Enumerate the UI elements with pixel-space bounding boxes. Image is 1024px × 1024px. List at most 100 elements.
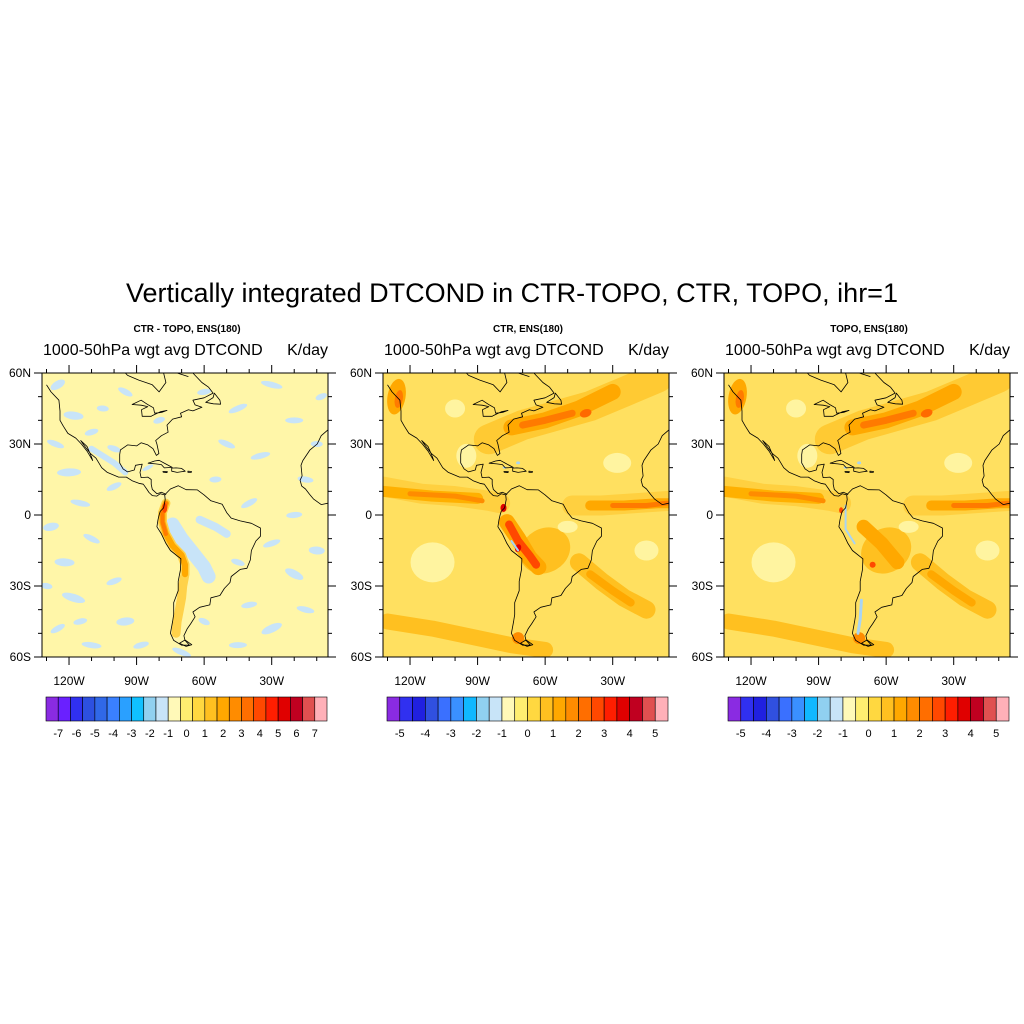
lat-tick-label: 0 [24, 508, 31, 522]
colorbar-label: 0 [865, 728, 871, 740]
colorbar-box [168, 697, 180, 721]
colorbar-box [400, 697, 413, 721]
lat-tick-label: 30N [350, 437, 372, 451]
colorbar-box [70, 697, 82, 721]
colorbar-label: 6 [293, 728, 299, 740]
lon-tick-label: 60W [192, 674, 217, 688]
lat-tick-label: 30N [691, 437, 713, 451]
colorbar-label: -5 [736, 728, 746, 740]
colorbar-label: 5 [652, 728, 658, 740]
colorbar-label: 2 [917, 728, 923, 740]
colorbar-box [438, 697, 451, 721]
colorbar-box [805, 697, 818, 721]
colorbar-box [205, 697, 217, 721]
colorbar-label: -3 [446, 728, 456, 740]
lon-tick-label: 60W [874, 674, 899, 688]
great-plains-dry [445, 400, 465, 418]
lat-tick-label: 60S [692, 650, 713, 664]
colorbar-label: 3 [942, 728, 948, 740]
colorbar-label: -7 [53, 728, 63, 740]
colorbar-box [46, 697, 58, 721]
colorbar-box [642, 697, 655, 721]
colorbar-label: 1 [891, 728, 897, 740]
colorbar-label: 1 [202, 728, 208, 740]
colorbar-box [180, 697, 192, 721]
map-panel-ctr: 60N 30N 0 30S 60S 120W 90W 60W 30W [350, 365, 677, 688]
subtropical-dry-pacific [752, 542, 796, 582]
colorbar-panel-1: -7 -6 -5 -4 -3 -2 -1 0 1 2 3 4 5 6 7 [46, 697, 327, 740]
atlantic-dry-south [634, 541, 658, 561]
colorbar-box [502, 697, 515, 721]
colorbar-label: 0 [524, 728, 530, 740]
colorbar-box [604, 697, 617, 721]
colorbar-box [817, 697, 830, 721]
colorbar-label: 3 [601, 728, 607, 740]
colorbar-box [266, 697, 278, 721]
colorbar-label: -4 [420, 728, 430, 740]
colorbar-box [489, 697, 502, 721]
colorbar-label: 4 [968, 728, 974, 740]
colorbar-box [741, 697, 754, 721]
colorbar-label: 4 [257, 728, 263, 740]
colorbar-label: -1 [838, 728, 848, 740]
colorbar-box [630, 697, 643, 721]
colorbar-box [881, 697, 894, 721]
colorbar-box [579, 697, 592, 721]
colorbar-box [843, 697, 856, 721]
lon-tick-label: 90W [465, 674, 490, 688]
colorbar-box [779, 697, 792, 721]
colorbar-panel-2: -5 -4 -3 -2 -1 0 1 2 3 4 5 [387, 697, 668, 740]
colombia-max [839, 507, 843, 513]
colorbar-box [290, 697, 302, 721]
colorbar-box [229, 697, 241, 721]
chaco-max [870, 562, 876, 568]
colorbar-box [754, 697, 767, 721]
colorbar-label: -4 [761, 728, 771, 740]
brazil-dry [558, 521, 578, 533]
mexico-dry [456, 444, 476, 468]
colorbar-box [830, 697, 843, 721]
great-plains-dry [786, 400, 806, 418]
mexico-dry [797, 444, 817, 468]
lat-tick-label: 60N [350, 366, 372, 380]
colorbar-box [869, 697, 882, 721]
colorbar-box [156, 697, 168, 721]
colorbar-label: 3 [238, 728, 244, 740]
colorbar-box [971, 697, 984, 721]
colorbar-box [464, 697, 477, 721]
caribbean-negative [516, 461, 520, 464]
lon-tick-label: 120W [735, 674, 767, 688]
colorbar-box [792, 697, 805, 721]
colorbar-label: 1 [550, 728, 556, 740]
field-topo [724, 373, 1010, 657]
colorbar-label: -3 [787, 728, 797, 740]
colorbar-label: 0 [183, 728, 189, 740]
lat-tick-label: 60S [351, 650, 372, 664]
colorbar-label: -5 [395, 728, 405, 740]
lat-tick-label: 30S [10, 579, 31, 593]
field-diff [40, 373, 328, 659]
colorbar-box [528, 697, 541, 721]
colorbar-label: -6 [72, 728, 82, 740]
colorbar-box [856, 697, 869, 721]
colorbar-label: 2 [220, 728, 226, 740]
lat-tick-label: 60N [9, 366, 31, 380]
colorbar-box [132, 697, 144, 721]
island-jamaica [163, 472, 168, 473]
atlantic-dry-south [975, 541, 999, 561]
colorbar-box [983, 697, 996, 721]
colorbar-box [766, 697, 779, 721]
lon-tick-label: 90W [806, 674, 831, 688]
lon-tick-label: 30W [259, 674, 284, 688]
lon-tick-label: 30W [941, 674, 966, 688]
colorbar-box [58, 697, 70, 721]
colorbar-label: 2 [576, 728, 582, 740]
colorbar-box [107, 697, 119, 721]
colorbar-label: 5 [275, 728, 281, 740]
colorbar-label: -2 [472, 728, 482, 740]
lat-tick-label: 30S [351, 579, 372, 593]
colorbar-box [920, 697, 933, 721]
colorbar-box [425, 697, 438, 721]
